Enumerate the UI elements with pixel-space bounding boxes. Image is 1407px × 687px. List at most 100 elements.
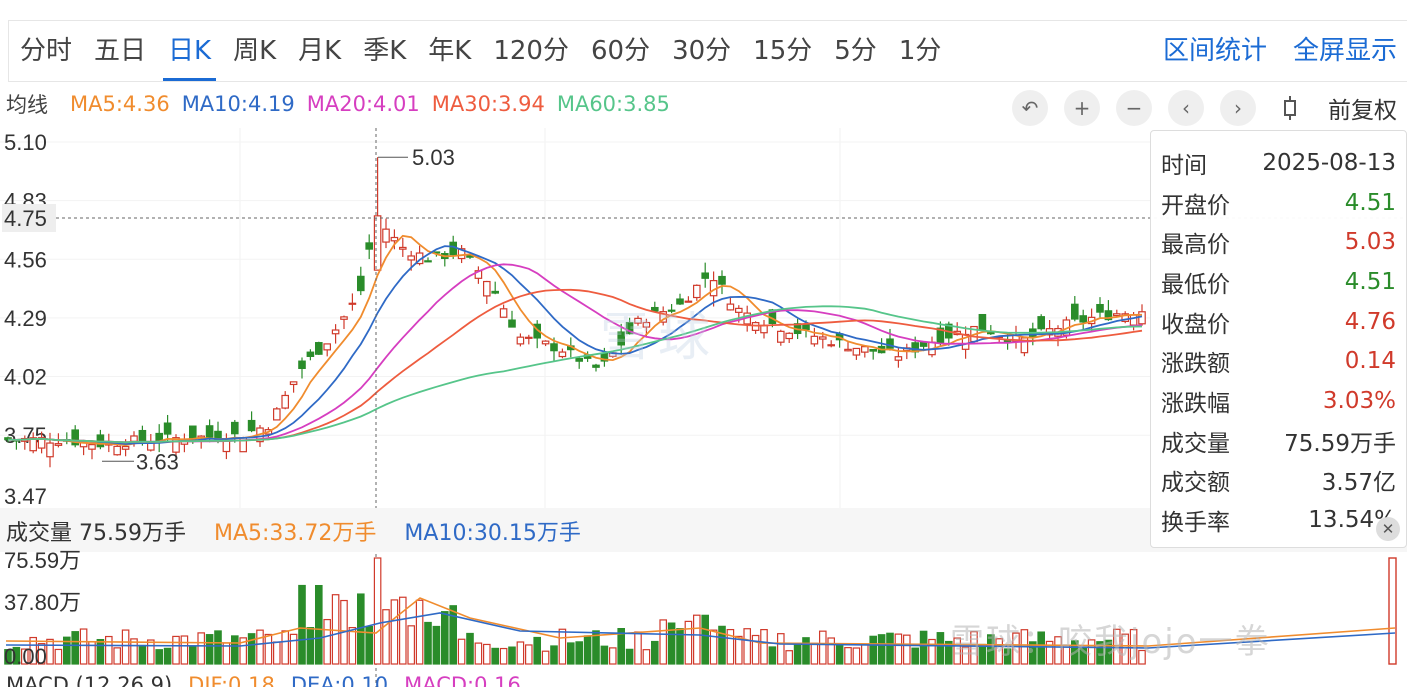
volume-bar <box>54 648 63 665</box>
range-stats-link[interactable]: 区间统计 <box>1162 36 1267 66</box>
volume-bar <box>373 557 382 665</box>
tab-8[interactable]: 60分 <box>590 36 651 66</box>
volume-bar <box>827 637 836 665</box>
volume-bar <box>928 638 936 665</box>
ma-legend-label[interactable]: 均线 <box>6 93 48 117</box>
ma10-line <box>7 245 1143 445</box>
candle-body <box>172 437 180 453</box>
volume-bar <box>575 641 584 665</box>
candle-body <box>718 275 726 285</box>
volume-bar <box>331 594 340 665</box>
zoom-in-icon[interactable]: + <box>1064 90 1100 126</box>
candle-body <box>575 357 584 362</box>
period-tabs: 分时 五日 日K 周K 月K 季K 年K 120分 60分 30分 15分 5分 1分 <box>9 21 952 81</box>
close-icon[interactable]: ✕ <box>1376 517 1400 541</box>
candle-body <box>357 275 365 292</box>
volume-bar <box>21 648 29 665</box>
candle-icon[interactable] <box>1272 90 1308 126</box>
candle-body <box>373 215 382 271</box>
volume-bar <box>62 636 71 665</box>
volume-bar <box>441 611 449 665</box>
zoom-out-icon[interactable]: − <box>1116 90 1152 126</box>
tab-12[interactable]: 1分 <box>898 36 942 66</box>
candle-body <box>785 332 794 340</box>
candle-body <box>650 306 659 312</box>
volume-bar <box>163 647 172 665</box>
info-key: 涨跌幅 <box>1161 390 1230 417</box>
tab-9[interactable]: 30分 <box>672 36 732 66</box>
tab-10[interactable]: 15分 <box>753 36 813 66</box>
candle-body <box>1037 316 1046 330</box>
candle-body <box>1129 314 1138 326</box>
chevron-right-icon[interactable]: › <box>1220 90 1256 126</box>
tab-0[interactable]: 分时 <box>20 36 73 66</box>
candle-body <box>37 437 46 449</box>
kline-chart[interactable]: 5.104.834.754.564.294.023.753.475.033.63… <box>0 128 1407 687</box>
info-value: 4.76 <box>1344 308 1396 335</box>
max-price-label: 5.03 <box>412 145 455 170</box>
tab-3[interactable]: 周K <box>233 36 277 66</box>
fullscreen-link[interactable]: 全屏显示 <box>1292 36 1397 66</box>
volume-bar <box>600 645 609 665</box>
candle-body <box>1104 310 1113 321</box>
candle-body <box>399 246 407 250</box>
candle-body <box>625 321 634 335</box>
ma5-value: MA5:4.36 <box>70 92 170 116</box>
volume-title: 成交量 75.59万手 <box>6 521 186 546</box>
macd-legend: MACD (12,26,9) DIF:0.18 DEA:0.10 MACD:0.… <box>6 670 521 687</box>
candle-body <box>457 248 466 260</box>
volume-bar <box>734 635 743 665</box>
volume-bar <box>961 646 970 665</box>
candle-body <box>1070 303 1079 320</box>
tab-4[interactable]: 月K <box>298 36 342 66</box>
volume-bar <box>953 637 962 665</box>
candle-body <box>491 290 500 294</box>
info-key: 最高价 <box>1161 232 1230 259</box>
volume-bar <box>802 637 810 665</box>
candle-body <box>894 356 903 361</box>
volume-bar <box>474 642 483 665</box>
volume-bar <box>214 630 222 665</box>
candle-body <box>298 360 306 369</box>
volume-bar <box>1129 628 1138 665</box>
candle-body <box>71 429 80 446</box>
price-adjust-select[interactable]: 前复权 <box>1328 98 1397 124</box>
candle-body <box>121 445 130 450</box>
volume-bar <box>239 637 248 665</box>
undo-icon[interactable]: ↶ <box>1012 90 1048 126</box>
tab-6[interactable]: 年K <box>428 36 472 66</box>
chevron-left-icon[interactable]: ‹ <box>1168 90 1204 126</box>
candle-body <box>1096 303 1104 313</box>
tab-11[interactable]: 5分 <box>834 36 877 66</box>
candle-body <box>340 316 348 320</box>
volume-bar <box>1045 640 1054 665</box>
volume-bar <box>608 647 617 665</box>
volume-bar <box>936 632 945 665</box>
volume-bar <box>692 614 701 665</box>
info-value: 75.59万手 <box>1284 430 1396 457</box>
info-row: 收盘价 4.76 <box>1161 302 1396 342</box>
info-key: 时间 <box>1161 152 1207 179</box>
tab-2[interactable]: 日K <box>157 21 222 81</box>
volume-bar <box>558 628 567 665</box>
candle-body <box>88 444 96 450</box>
volume-bar <box>919 630 928 665</box>
info-value: 4.51 <box>1344 268 1396 295</box>
info-key: 换手率 <box>1161 510 1230 537</box>
info-row: 涨跌幅 3.03% <box>1161 381 1396 421</box>
candle-body <box>273 408 281 421</box>
volume-bar <box>1388 557 1397 665</box>
volume-bar <box>659 619 668 665</box>
volume-bar <box>247 633 256 665</box>
volume-bar <box>1012 632 1020 665</box>
candle-body <box>424 260 432 263</box>
tab-5[interactable]: 季K <box>363 36 407 66</box>
macd-value: MACD:0.16 <box>404 673 521 687</box>
volume-bar <box>810 642 819 665</box>
tab-7[interactable]: 120分 <box>493 36 569 66</box>
tab-1[interactable]: 五日 <box>94 36 147 66</box>
volume-bar <box>390 599 399 665</box>
info-key: 最低价 <box>1161 271 1230 298</box>
volume-bar <box>760 629 768 665</box>
volume-bar <box>642 649 651 665</box>
